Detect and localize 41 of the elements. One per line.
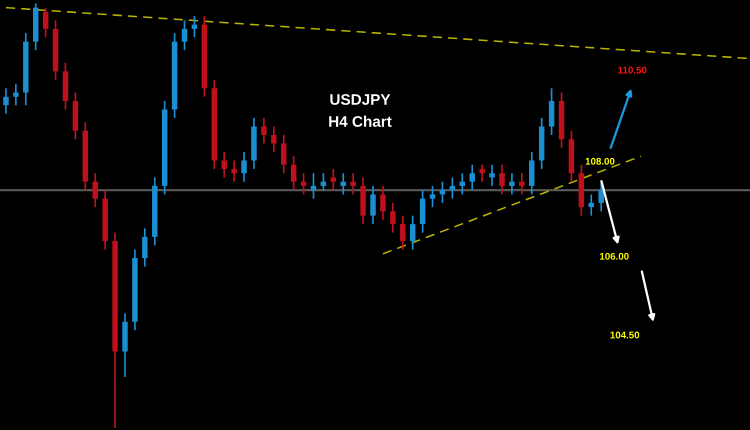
candlestick xyxy=(370,185,376,225)
candlestick xyxy=(410,214,416,250)
candlestick xyxy=(42,6,48,38)
annotation: 110.50 xyxy=(618,66,646,74)
candlestick xyxy=(182,20,188,51)
candlestick xyxy=(142,228,148,268)
candlestick xyxy=(588,194,594,216)
candlestick xyxy=(380,185,386,221)
annotation: 108.00 xyxy=(586,158,614,165)
candlestick xyxy=(430,185,436,208)
annotation: 106.00 xyxy=(600,252,629,260)
candlestick xyxy=(300,172,306,196)
candlestick xyxy=(231,160,237,183)
candlestick xyxy=(400,214,406,250)
candlestick xyxy=(479,164,485,183)
candlestick xyxy=(350,172,356,196)
candlestick xyxy=(519,172,525,196)
candlestick xyxy=(261,117,267,144)
candlestick xyxy=(3,87,9,115)
candlestick xyxy=(192,15,198,38)
candlestick xyxy=(499,164,505,196)
candlestick xyxy=(509,172,515,196)
candlestick xyxy=(440,180,446,204)
candlestick xyxy=(598,180,604,212)
candlestick xyxy=(320,172,326,192)
candlestick xyxy=(460,172,466,196)
candlestick xyxy=(340,172,346,196)
candlestick xyxy=(271,126,277,153)
text: USDJPY H4 Chart xyxy=(329,94,392,127)
candlestick xyxy=(290,155,296,192)
candlestick xyxy=(469,164,475,192)
candlestick xyxy=(489,164,495,187)
candlestick xyxy=(450,176,456,200)
candlestick xyxy=(330,168,336,192)
candlestick xyxy=(13,83,19,106)
candlestick xyxy=(241,151,247,183)
candlestick xyxy=(92,172,98,208)
annotation: 104.50 xyxy=(610,332,640,338)
candlestick xyxy=(390,202,396,234)
candlestick xyxy=(281,134,286,174)
candlestick xyxy=(221,151,227,178)
